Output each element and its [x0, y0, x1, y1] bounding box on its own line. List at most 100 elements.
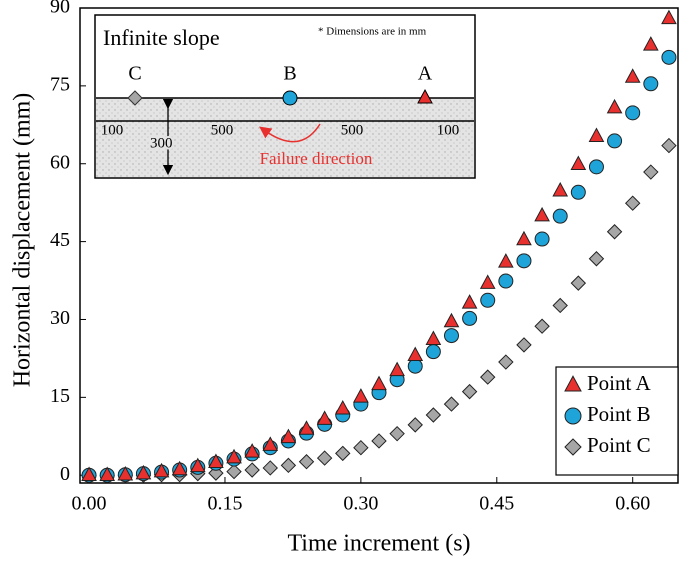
point: [661, 9, 677, 25]
point: [443, 312, 460, 328]
y-tick-label: 90: [50, 0, 70, 18]
point: [99, 466, 116, 481]
point: [570, 155, 587, 171]
point: [208, 453, 224, 468]
point: [642, 36, 659, 51]
point: [480, 369, 496, 385]
dimension: 500: [341, 122, 364, 138]
point: [407, 358, 423, 374]
point: [244, 462, 260, 478]
point: [226, 448, 242, 464]
slope-body: [96, 98, 474, 177]
point: [552, 181, 569, 197]
plot-frame: [79, 7, 679, 484]
point: [552, 208, 568, 224]
point: [606, 98, 623, 114]
dimension: 100: [437, 122, 460, 138]
point: [262, 436, 279, 451]
point: [425, 407, 442, 423]
point: [353, 439, 369, 456]
point: [316, 410, 333, 425]
point: [661, 49, 677, 65]
point: [334, 400, 351, 415]
point: [189, 457, 206, 473]
x-tick-label: 0.00: [72, 493, 107, 515]
point: [516, 230, 532, 246]
x-tick-label: 0.60: [615, 493, 650, 515]
point: [280, 457, 297, 474]
point: [461, 383, 478, 400]
point: [661, 137, 677, 154]
failure-label: Failure direction: [260, 149, 373, 168]
legend-label: Point C: [587, 433, 651, 457]
y-tick-label: 45: [50, 229, 70, 251]
point: [462, 310, 478, 326]
point: [498, 354, 514, 370]
y-tick-label: 15: [50, 385, 70, 407]
point: [280, 428, 297, 444]
dimension: 500: [211, 122, 234, 138]
point: [335, 445, 351, 462]
point: [407, 346, 424, 362]
point: [624, 195, 641, 211]
point: [570, 275, 587, 291]
point: [607, 133, 623, 149]
point: [534, 231, 550, 247]
x-tick-label: 0.30: [343, 493, 378, 515]
point: [171, 460, 188, 476]
point: [153, 462, 170, 478]
y-tick-label: 75: [50, 73, 70, 95]
y-tick-label: 0: [60, 463, 70, 485]
point: [570, 184, 586, 200]
legend: Point A Point B Point C: [555, 366, 679, 476]
point: [588, 127, 605, 142]
point: [117, 465, 134, 481]
point: [81, 466, 97, 481]
point-label: B: [283, 63, 296, 85]
point: [516, 337, 532, 353]
legend-label: Point A: [587, 371, 651, 395]
point: [407, 417, 423, 433]
legend-label: Point B: [587, 402, 651, 426]
inset-title: Infinite slope: [103, 25, 220, 50]
point: [262, 460, 278, 476]
point: [389, 361, 405, 377]
point-label: A: [418, 63, 433, 85]
point: [135, 464, 152, 480]
point: [588, 251, 605, 267]
dimension: 100: [101, 122, 124, 138]
point: [643, 76, 659, 92]
point: [534, 318, 550, 334]
point: [425, 330, 442, 345]
plot-area: 0.00 0.15 0.30 0.45 0.60 0 15 30 45 60 75 90 Point A…: [50, 0, 679, 515]
x-tick-label: 0.15: [207, 493, 242, 515]
point: [498, 253, 514, 268]
y-tick-label: 30: [50, 307, 70, 329]
point: [552, 297, 568, 314]
point-a-icon: [417, 88, 433, 104]
legend-marker: [564, 375, 582, 392]
x-axis-title: Time increment (s): [287, 531, 470, 557]
inset: Infinite slope * Dimensions are in mm C …: [94, 14, 476, 179]
point: [353, 388, 369, 403]
point: [461, 294, 478, 309]
point: [516, 253, 532, 269]
failure-arrow: [259, 123, 321, 143]
point-b-icon: [282, 90, 298, 106]
point: [226, 463, 242, 480]
y-tick-label: 60: [50, 151, 70, 173]
point: [425, 344, 441, 360]
point: [534, 206, 550, 222]
point: [624, 68, 641, 83]
inset-note: * Dimensions are in mm: [318, 26, 427, 38]
point: [606, 224, 623, 240]
point: [443, 328, 459, 344]
point: [480, 292, 496, 308]
point: [371, 433, 387, 449]
point: [244, 443, 260, 458]
point: [479, 274, 496, 289]
point-label: C: [128, 63, 141, 85]
point: [298, 420, 315, 435]
point: [298, 454, 315, 470]
